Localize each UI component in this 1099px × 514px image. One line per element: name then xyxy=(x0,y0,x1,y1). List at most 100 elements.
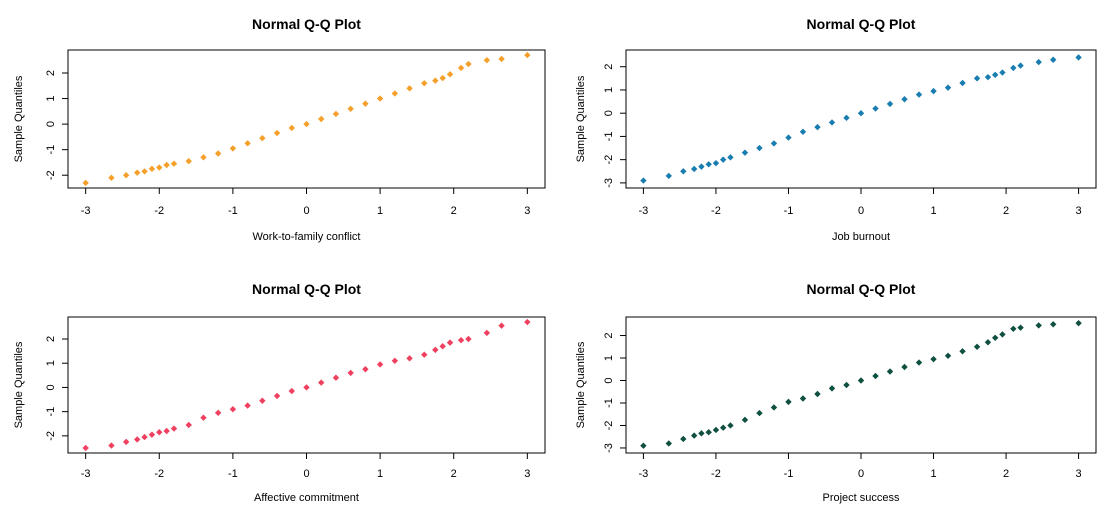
data-point xyxy=(756,409,763,417)
data-point xyxy=(756,144,763,152)
data-point xyxy=(640,177,647,184)
data-point xyxy=(727,422,734,429)
x-tick-label: 3 xyxy=(1076,468,1082,480)
data-point xyxy=(999,69,1006,76)
y-tick-label: 2 xyxy=(45,336,57,342)
data-point xyxy=(185,421,192,429)
x-axis-label: Affective commitment xyxy=(254,492,359,504)
y-tick-label: 2 xyxy=(603,64,615,70)
data-point xyxy=(984,73,992,81)
data-point xyxy=(712,159,720,167)
data-point xyxy=(362,366,369,373)
data-point xyxy=(148,165,156,173)
data-point xyxy=(857,377,865,384)
data-point xyxy=(303,384,310,391)
data-point xyxy=(915,359,923,366)
data-point xyxy=(439,74,446,82)
y-tick-label: -2 xyxy=(603,155,615,165)
plot-frame xyxy=(625,316,1097,454)
chart-title: Normal Q-Q Plot xyxy=(807,16,916,32)
data-point xyxy=(1075,319,1082,327)
y-tick-label: 0 xyxy=(45,121,57,127)
data-point xyxy=(814,123,821,131)
data-point xyxy=(465,60,472,68)
data-point xyxy=(347,105,354,112)
data-point xyxy=(930,87,937,95)
x-tick-label: 0 xyxy=(858,468,864,480)
data-point xyxy=(156,164,163,171)
data-point xyxy=(857,109,865,117)
data-point xyxy=(421,80,428,87)
x-tick-label: 2 xyxy=(1003,468,1009,480)
data-point xyxy=(872,372,879,380)
data-point xyxy=(200,154,207,161)
x-tick-label: -1 xyxy=(228,468,238,480)
x-tick-label: -1 xyxy=(228,205,238,217)
data-point xyxy=(785,134,792,141)
data-point xyxy=(944,84,952,91)
data-point xyxy=(332,374,340,381)
data-point xyxy=(122,172,130,179)
data-point xyxy=(959,348,966,355)
x-tick-label: 2 xyxy=(1003,205,1009,217)
data-point xyxy=(185,157,192,165)
data-point xyxy=(457,336,465,344)
data-point xyxy=(665,440,672,447)
data-point xyxy=(973,75,981,82)
y-tick-label: 0 xyxy=(603,110,615,116)
x-tick-label: -3 xyxy=(81,468,91,480)
data-point xyxy=(828,119,836,126)
data-point xyxy=(273,392,281,400)
data-point xyxy=(133,436,141,443)
data-point xyxy=(163,161,170,169)
x-tick-label: -1 xyxy=(784,205,794,217)
x-tick-label: -2 xyxy=(711,205,721,217)
data-point xyxy=(498,55,505,63)
y-tick-label: 1 xyxy=(45,360,57,366)
x-axis-label: Project success xyxy=(822,492,900,504)
data-point xyxy=(1035,58,1042,66)
data-point xyxy=(391,357,399,364)
data-point xyxy=(959,79,966,87)
data-point xyxy=(770,140,778,147)
y-tick-label: 0 xyxy=(45,384,57,390)
data-point xyxy=(108,442,115,449)
data-point xyxy=(524,318,531,326)
chart-title: Normal Q-Q Plot xyxy=(807,281,916,297)
data-point xyxy=(332,110,340,118)
x-tick-label: -2 xyxy=(154,468,164,480)
x-tick-label: 0 xyxy=(858,205,864,217)
data-point xyxy=(376,95,384,102)
y-tick-label: 1 xyxy=(603,87,615,93)
data-point xyxy=(901,96,908,103)
data-point xyxy=(229,406,237,413)
x-tick-label: 1 xyxy=(930,468,936,480)
y-axis-label: Sample Quantiles xyxy=(575,75,587,162)
data-point xyxy=(244,140,251,147)
y-tick-label: -1 xyxy=(45,145,57,155)
chart-svg: Normal Q-Q Plot -3 -2 -1 0 1 2 3 -3 -2 -1 0 1 2 Projec… xyxy=(575,281,1097,504)
data-point xyxy=(82,444,89,452)
y-axis-label: Sample Quantiles xyxy=(13,341,25,428)
data-point xyxy=(483,57,491,64)
chart-title: Normal Q-Q Plot xyxy=(252,281,361,297)
data-point xyxy=(406,355,413,362)
x-tick-label: 2 xyxy=(451,468,457,480)
data-point xyxy=(318,115,325,123)
x-tick-label: 2 xyxy=(451,205,457,217)
x-tick-label: -3 xyxy=(81,205,91,217)
data-point xyxy=(1050,321,1057,328)
data-point xyxy=(665,172,672,180)
y-tick-label: -2 xyxy=(45,170,57,180)
qq-plot-affective-commitment: Normal Q-Q Plot -3 -2 -1 0 1 2 3 -2 -1 0 1 2 Affectiv… xyxy=(0,265,550,509)
data-point xyxy=(406,85,413,92)
data-point xyxy=(799,128,807,135)
x-tick-label: -2 xyxy=(154,205,164,217)
data-point xyxy=(108,174,115,181)
x-tick-label: -2 xyxy=(711,468,721,480)
data-point xyxy=(719,424,727,431)
plot-frame xyxy=(67,49,546,189)
data-point xyxy=(288,124,295,132)
chart-svg: Normal Q-Q Plot -3 -2 -1 0 1 2 3 -3 -2 -1 0 1 2 Job bu… xyxy=(575,16,1097,243)
data-point xyxy=(785,398,792,406)
